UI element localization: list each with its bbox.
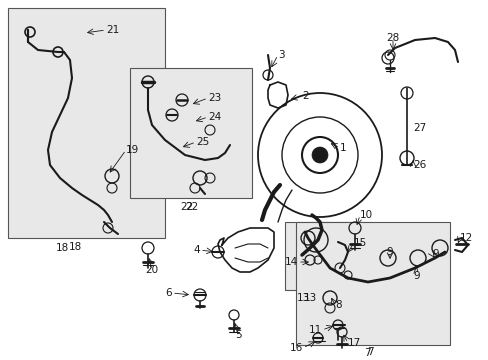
Text: 24: 24 [207, 112, 221, 122]
Text: 12: 12 [459, 233, 472, 243]
Text: 23: 23 [207, 93, 221, 103]
Text: 18: 18 [68, 242, 81, 252]
Text: 3: 3 [278, 50, 284, 60]
Bar [295, 222, 449, 345]
Bar [8, 8, 164, 238]
Circle shape [311, 147, 327, 163]
Text: 10: 10 [359, 210, 372, 220]
Text: 22: 22 [180, 202, 193, 212]
Text: 2: 2 [302, 91, 308, 101]
Text: 16: 16 [289, 343, 303, 353]
Text: 27: 27 [412, 123, 426, 133]
Text: 7: 7 [363, 348, 369, 358]
Text: 20: 20 [145, 265, 158, 275]
Bar [285, 222, 369, 290]
Text: 9: 9 [412, 271, 419, 281]
Text: 14: 14 [284, 257, 297, 267]
Text: 21: 21 [106, 25, 119, 35]
Text: 9: 9 [431, 249, 438, 259]
Text: 5: 5 [234, 330, 241, 340]
Text: 4: 4 [193, 245, 200, 255]
Text: 7: 7 [366, 347, 372, 357]
Text: 28: 28 [386, 33, 399, 43]
Text: 19: 19 [126, 145, 139, 155]
Text: 18: 18 [55, 243, 68, 253]
Text: 15: 15 [353, 238, 366, 248]
Text: 26: 26 [412, 160, 426, 170]
Text: 25: 25 [196, 137, 209, 147]
Text: 17: 17 [347, 338, 361, 348]
Text: 8: 8 [334, 300, 341, 310]
Text: 13: 13 [303, 293, 316, 303]
Text: 22: 22 [185, 202, 198, 212]
Bar [130, 68, 251, 198]
Text: 11: 11 [308, 325, 321, 335]
Text: 9: 9 [386, 247, 392, 257]
Text: 6: 6 [165, 288, 172, 298]
Text: 13: 13 [296, 293, 309, 303]
Text: 1: 1 [339, 143, 346, 153]
